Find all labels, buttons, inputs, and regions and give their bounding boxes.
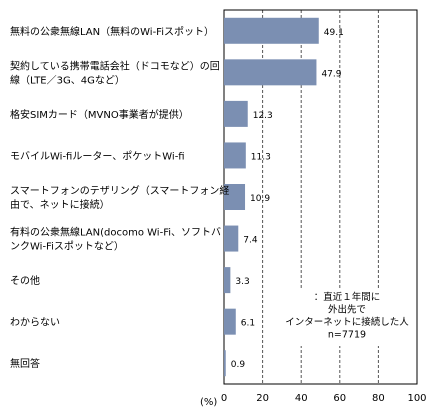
bars: [224, 17, 319, 377]
x-tick-label: 20: [256, 393, 269, 404]
category-label: 契約している携帯電話会社（ドコモなど）の回: [10, 59, 220, 72]
x-tick-label: 100: [407, 393, 426, 404]
note-line: 外出先で: [328, 304, 366, 316]
category-label: モバイルWi-fiルーター、ポケットWi-fi: [10, 150, 185, 162]
category-label: その他: [10, 274, 40, 287]
value-label: 12.3: [253, 111, 273, 121]
category-label: ンクWi-Fiスポットなど）: [10, 241, 124, 253]
value-labels: 49.1 47.9 12.3 11.3 10.9 7.4 3.3 6.1 0.9: [231, 28, 344, 370]
bar: [224, 142, 246, 169]
x-axis-ticks: 0 20 40 60 80 100: [221, 393, 427, 404]
category-label: わからない: [10, 317, 60, 329]
bar: [224, 308, 236, 335]
category-labels: 無料の公衆無線LAN（無料のWi-Fiスポット） 契約している携帯電話会社（ドコモ…: [10, 25, 229, 370]
category-label: 格安SIMカード（MVNO事業者が提供）: [10, 108, 189, 121]
value-label: 3.3: [235, 277, 249, 287]
value-label: 6.1: [241, 319, 255, 329]
bar: [224, 225, 239, 252]
value-label: 0.9: [231, 360, 246, 370]
category-label: 無回答: [10, 357, 40, 370]
value-label: 49.1: [324, 28, 344, 38]
value-label: 47.9: [321, 69, 341, 79]
x-tick-label: 60: [333, 393, 346, 404]
bar: [224, 267, 231, 294]
category-label: 有料の公衆無線LAN(docomo Wi-Fi、ソフトバ: [10, 226, 221, 239]
category-label: スマートフォンのテザリング（スマートフォン経: [10, 184, 229, 197]
note-line: n=7719: [328, 330, 366, 341]
bar: [224, 350, 226, 377]
category-label: 無料の公衆無線LAN（無料のWi-Fiスポット）: [10, 25, 214, 38]
x-tick-label: 80: [372, 393, 385, 404]
category-label: 由で、ネットに接続）: [10, 198, 110, 211]
x-tick-label: 40: [295, 393, 308, 404]
note-line: ：直近１年間に: [314, 291, 381, 303]
x-tick-label: 0: [221, 393, 227, 404]
bar: [224, 184, 246, 210]
value-label: 11.3: [251, 152, 271, 162]
value-label: 7.4: [243, 236, 258, 246]
bar: [224, 17, 319, 44]
bar: [224, 100, 248, 127]
x-axis-unit-label: (%): [200, 397, 217, 408]
note-line: インターネットに接続した人: [285, 316, 409, 328]
value-label: 10.9: [250, 194, 270, 204]
note-background: [278, 288, 416, 346]
bar: [224, 59, 317, 86]
category-label: 線（LTE／3G、4Gなど）: [10, 73, 125, 86]
